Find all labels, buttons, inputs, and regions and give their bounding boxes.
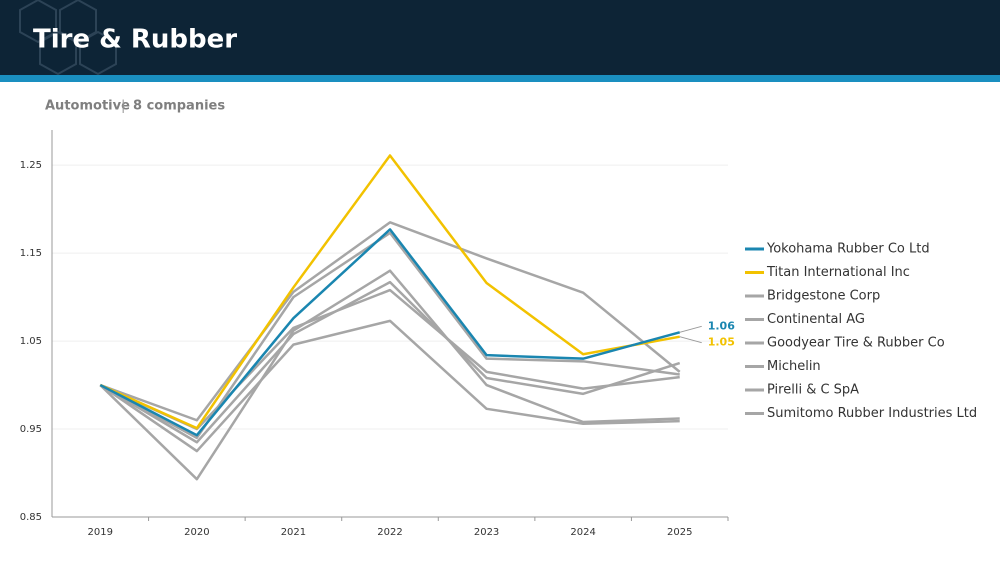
legend-label: Bridgestone Corp bbox=[767, 289, 880, 304]
series-line bbox=[99, 228, 681, 437]
series-line bbox=[99, 288, 680, 431]
y-tick-label: 0.85 bbox=[20, 512, 42, 523]
series-line bbox=[99, 231, 680, 440]
hexagon-decoration bbox=[19, 0, 117, 76]
y-tick-label: 1.15 bbox=[20, 248, 42, 259]
series-line bbox=[99, 280, 681, 444]
legend-label: Continental AG bbox=[767, 312, 865, 327]
x-tick-label: 2023 bbox=[474, 527, 499, 538]
separator: | bbox=[121, 99, 125, 114]
label-leader bbox=[679, 325, 702, 333]
legend-label: Pirelli & C SpA bbox=[767, 383, 859, 398]
x-tick-label: 2022 bbox=[377, 527, 402, 538]
series-line bbox=[99, 319, 680, 453]
x-tick-label: 2025 bbox=[667, 527, 692, 538]
y-tick-label: 1.25 bbox=[20, 160, 42, 171]
header-stripe bbox=[0, 75, 1000, 82]
label-leader bbox=[679, 336, 702, 344]
legend-label: Sumitomo Rubber Industries Ltd bbox=[767, 406, 977, 421]
header-bar bbox=[0, 0, 1000, 75]
series-line bbox=[99, 221, 681, 422]
x-tick-label: 2019 bbox=[88, 527, 113, 538]
legend-label: Michelin bbox=[767, 359, 821, 374]
y-tick-label: 1.05 bbox=[20, 336, 42, 347]
x-tick-label: 2020 bbox=[184, 527, 209, 538]
legend-label: Yokohama Rubber Co Ltd bbox=[766, 242, 930, 257]
value-label: 1.05 bbox=[708, 336, 735, 349]
page-title: Tire & Rubber bbox=[33, 25, 237, 55]
subtitle-count: 8 companies bbox=[133, 99, 225, 114]
x-tick-label: 2024 bbox=[570, 527, 595, 538]
x-tick-label: 2021 bbox=[281, 527, 306, 538]
subtitle-category: Automotive bbox=[45, 99, 130, 114]
value-label: 1.06 bbox=[708, 319, 735, 332]
series-line bbox=[99, 269, 680, 481]
series-line bbox=[99, 154, 680, 430]
legend-label: Titan International Inc bbox=[766, 265, 910, 280]
legend-label: Goodyear Tire & Rubber Co bbox=[767, 336, 945, 351]
y-tick-label: 0.95 bbox=[20, 424, 42, 435]
